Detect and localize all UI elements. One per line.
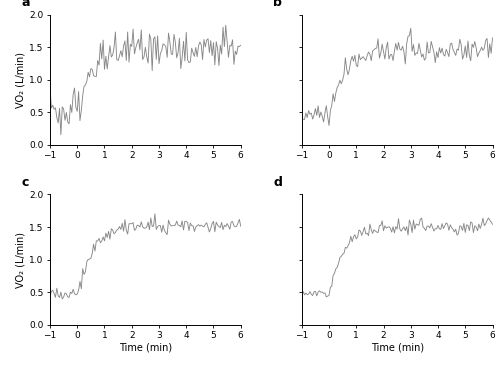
- Text: c: c: [22, 176, 29, 189]
- Y-axis label: VO₂ (L/min): VO₂ (L/min): [15, 232, 25, 288]
- X-axis label: Time (min): Time (min): [370, 343, 424, 353]
- X-axis label: Time (min): Time (min): [119, 343, 172, 353]
- Text: a: a: [22, 0, 30, 10]
- Y-axis label: VO₂ (L/min): VO₂ (L/min): [15, 52, 25, 108]
- Text: b: b: [273, 0, 282, 10]
- Text: d: d: [273, 176, 282, 189]
